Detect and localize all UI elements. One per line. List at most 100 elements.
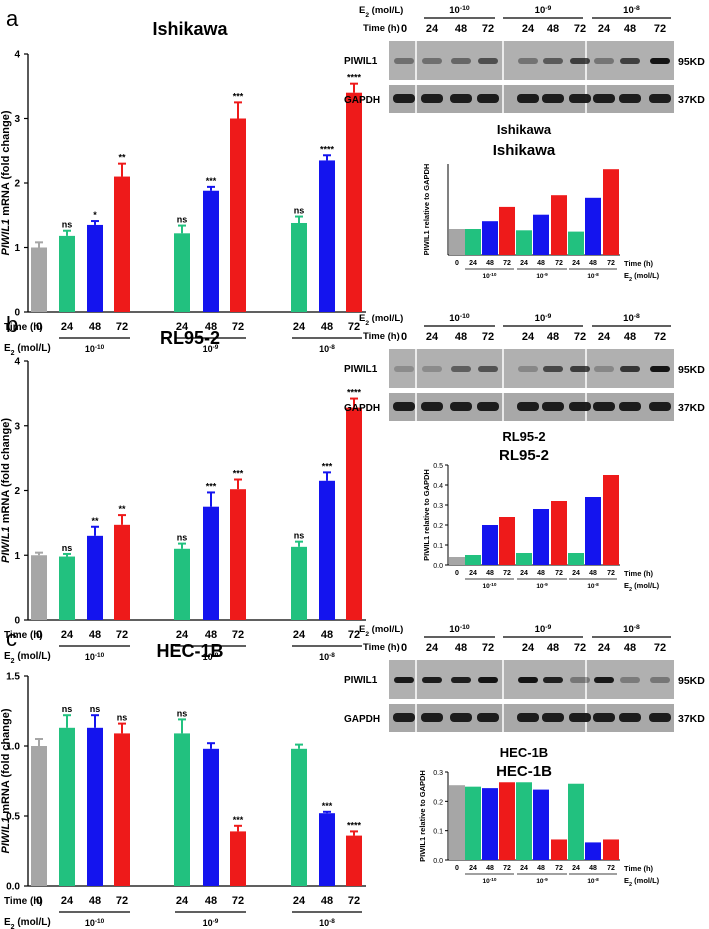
blot-time-value-b-7: 24	[598, 331, 611, 343]
blot-time-value-c-4: 24	[522, 642, 535, 654]
significance-label-b-8: ***	[322, 461, 333, 471]
small-y-tick-label-b: 0.2	[433, 523, 443, 530]
significance-label-a-9: ****	[347, 73, 362, 83]
blot-time-value-a-3: 72	[482, 23, 494, 35]
small-time-label-b: Time (h)	[624, 569, 654, 578]
small-bar-c-8	[585, 842, 601, 860]
blot-band-piwil1-a-4	[518, 58, 538, 64]
significance-label-c-9: ****	[347, 820, 362, 830]
blot-band-piwil1-c-4	[518, 677, 538, 683]
small-time-value-a-9: 72	[607, 260, 615, 267]
small-y-axis-label-b: PIWIL1 relative to GAPDH	[422, 469, 431, 561]
significance-label-c-3: ns	[117, 713, 128, 723]
small-bar-a-5	[533, 214, 549, 255]
small-time-value-a-0: 0	[455, 260, 459, 267]
y-tick-label-a: 4	[14, 50, 20, 61]
conc-label-b-2: 10-8	[319, 652, 335, 663]
blot-band-piwil1-c-7	[594, 677, 614, 683]
blot-time-label-c: Time (h)	[363, 642, 400, 653]
blot-time-value-c-1: 24	[426, 642, 439, 654]
blot-band-gapdh-a-3	[477, 94, 499, 103]
bar-a-4	[174, 233, 190, 312]
blot-time-value-a-6: 72	[574, 23, 586, 35]
bar-b-8	[319, 480, 335, 620]
conc-label-a-2: 10-8	[319, 344, 335, 355]
blot-band-gapdh-a-1	[421, 94, 443, 103]
small-y-tick-label-b: 0.5	[433, 463, 443, 470]
small-bar-b-9	[603, 475, 619, 565]
blot-time-value-b-6: 72	[574, 331, 586, 343]
blot-band-gapdh-c-2	[450, 713, 472, 722]
blot-piwil1-label-b: PIWIL1	[344, 364, 378, 375]
blot-gapdh-label-c: GAPDH	[344, 714, 380, 725]
blot-time-value-a-8: 48	[624, 23, 636, 35]
conc-label-b-1: 10-9	[203, 652, 219, 663]
small-y-tick-label-b: 0.0	[433, 563, 443, 570]
blot-band-piwil1-c-6	[570, 677, 590, 683]
small-time-value-c-3: 72	[503, 865, 511, 872]
small-conc-label-c-0: 10-10	[483, 877, 497, 886]
conc-label-b-0: 10-10	[85, 652, 105, 663]
time-label-b: Time (h)	[4, 630, 43, 641]
small-bar-a-4	[516, 230, 532, 255]
blot-kd95-label-c: 95KD	[678, 675, 705, 687]
small-time-label-c: Time (h)	[624, 864, 654, 873]
small-time-value-a-3: 72	[503, 260, 511, 267]
small-time-value-b-9: 72	[607, 570, 615, 577]
blot-band-gapdh-a-8	[619, 94, 641, 103]
conc-label-a-1: 10-9	[203, 344, 219, 355]
small-bar-c-9	[603, 839, 619, 860]
blot-time-value-c-0: 0	[401, 642, 407, 654]
blot-time-value-b-4: 24	[522, 331, 535, 343]
small-time-value-b-4: 24	[520, 570, 528, 577]
bar-c-4	[174, 733, 190, 886]
small-bar-c-4	[516, 782, 532, 860]
small-bar-c-5	[533, 789, 549, 860]
blot-band-gapdh-a-9	[649, 94, 671, 103]
time-value-a-0: 0	[36, 321, 42, 333]
blot-band-gapdh-b-9	[649, 402, 671, 411]
bar-c-2	[87, 727, 103, 886]
small-time-value-a-4: 24	[520, 260, 528, 267]
blot-band-gapdh-c-8	[619, 713, 641, 722]
bar-b-9	[346, 407, 362, 620]
small-y-tick-label-b: 0.3	[433, 503, 443, 510]
blot-band-piwil1-a-7	[594, 58, 614, 64]
bar-a-2	[87, 224, 103, 312]
blot-band-piwil1-a-8	[620, 58, 640, 64]
small-time-value-c-2: 48	[486, 865, 494, 872]
bar-b-5	[203, 506, 219, 620]
time-value-c-6: 72	[232, 895, 244, 907]
blot-band-gapdh-c-9	[649, 713, 671, 722]
blot-band-gapdh-c-1	[421, 713, 443, 722]
blot-band-gapdh-b-1	[421, 402, 443, 411]
small-time-value-c-8: 48	[589, 865, 597, 872]
e2-label-c: E2 (mol/L)	[4, 917, 51, 929]
bar-c-3	[114, 733, 130, 886]
small-bar-b-6	[551, 501, 567, 565]
blot-time-value-c-2: 48	[455, 642, 467, 654]
significance-label-a-6: ***	[233, 91, 244, 101]
small-time-value-c-6: 72	[555, 865, 563, 872]
blot-time-value-b-1: 24	[426, 331, 439, 343]
bar-b-7	[291, 546, 307, 620]
blot-band-piwil1-b-6	[570, 366, 590, 372]
panel-letter-b: b	[6, 312, 18, 337]
blot-band-gapdh-a-2	[450, 94, 472, 103]
blot-kd37-label-a: 37KD	[678, 94, 705, 106]
small-e2-label-c: E2 (mol/L)	[624, 876, 660, 888]
time-value-b-7: 24	[293, 629, 306, 641]
blot-band-gapdh-b-4	[517, 402, 539, 411]
small-time-value-a-2: 48	[486, 260, 494, 267]
time-label-a: Time (h)	[4, 322, 43, 333]
conc-label-c-1: 10-9	[203, 918, 219, 929]
bar-a-5	[203, 190, 219, 312]
small-bar-a-2	[482, 221, 498, 255]
small-bar-b-5	[533, 509, 549, 565]
y-tick-label-b: 1	[14, 551, 20, 562]
chart-title-b: RL95-2	[160, 328, 220, 348]
small-bar-a-0	[449, 229, 465, 255]
time-value-b-4: 24	[176, 629, 189, 641]
small-title1-c: HEC-1B	[500, 745, 548, 760]
time-value-c-2: 48	[89, 895, 101, 907]
